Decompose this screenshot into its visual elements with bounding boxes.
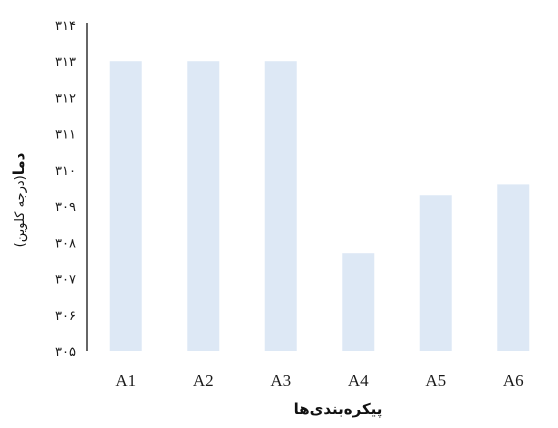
y-tick-label: ۳۰۹ bbox=[55, 200, 76, 215]
y-axis-label: دما (درجه کلوین) bbox=[10, 152, 28, 247]
y-axis-label-bold: دما bbox=[10, 152, 28, 175]
x-axis-label: پیکره‌بندی‌ها bbox=[294, 400, 383, 419]
bar-A5 bbox=[419, 195, 452, 351]
bar-A1 bbox=[109, 61, 142, 351]
x-tick-label-A3: A3 bbox=[270, 371, 291, 390]
y-tick-label: ۳۰۷ bbox=[55, 273, 76, 288]
y-tick-label: ۳۱۴ bbox=[55, 19, 76, 34]
y-tick-label: ۳۰۵ bbox=[55, 345, 76, 360]
x-tick-label-A5: A5 bbox=[425, 371, 446, 390]
bars-group bbox=[109, 61, 530, 351]
y-tick-label: ۳۱۲ bbox=[55, 91, 76, 106]
y-tick-label: ۳۱۱ bbox=[55, 128, 76, 143]
bar-A6 bbox=[497, 184, 530, 351]
bar-A3 bbox=[264, 61, 297, 351]
y-axis-label-unit: (درجه کلوین) bbox=[13, 175, 28, 247]
x-tick-label-A2: A2 bbox=[193, 371, 214, 390]
bar-A4 bbox=[342, 253, 375, 351]
y-tick-label: ۳۰۸ bbox=[55, 236, 76, 251]
x-tick-label-A4: A4 bbox=[348, 371, 369, 390]
x-category-labels: A1 A2 A3 A4 A5 A6 bbox=[115, 371, 523, 390]
bar-A2 bbox=[187, 61, 220, 351]
x-tick-label-A6: A6 bbox=[503, 371, 524, 390]
x-tick-label-A1: A1 bbox=[115, 371, 136, 390]
y-tick-labels: ۳۰۵ ۳۰۶ ۳۰۷ ۳۰۸ ۳۰۹ ۳۱۰ ۳۱۱ ۳۱۲ ۳۱۳ ۳۱۴ bbox=[55, 19, 76, 360]
y-tick-label: ۳۰۶ bbox=[55, 309, 76, 324]
y-tick-label: ۳۱۳ bbox=[55, 55, 76, 70]
y-tick-label: ۳۱۰ bbox=[55, 164, 76, 179]
